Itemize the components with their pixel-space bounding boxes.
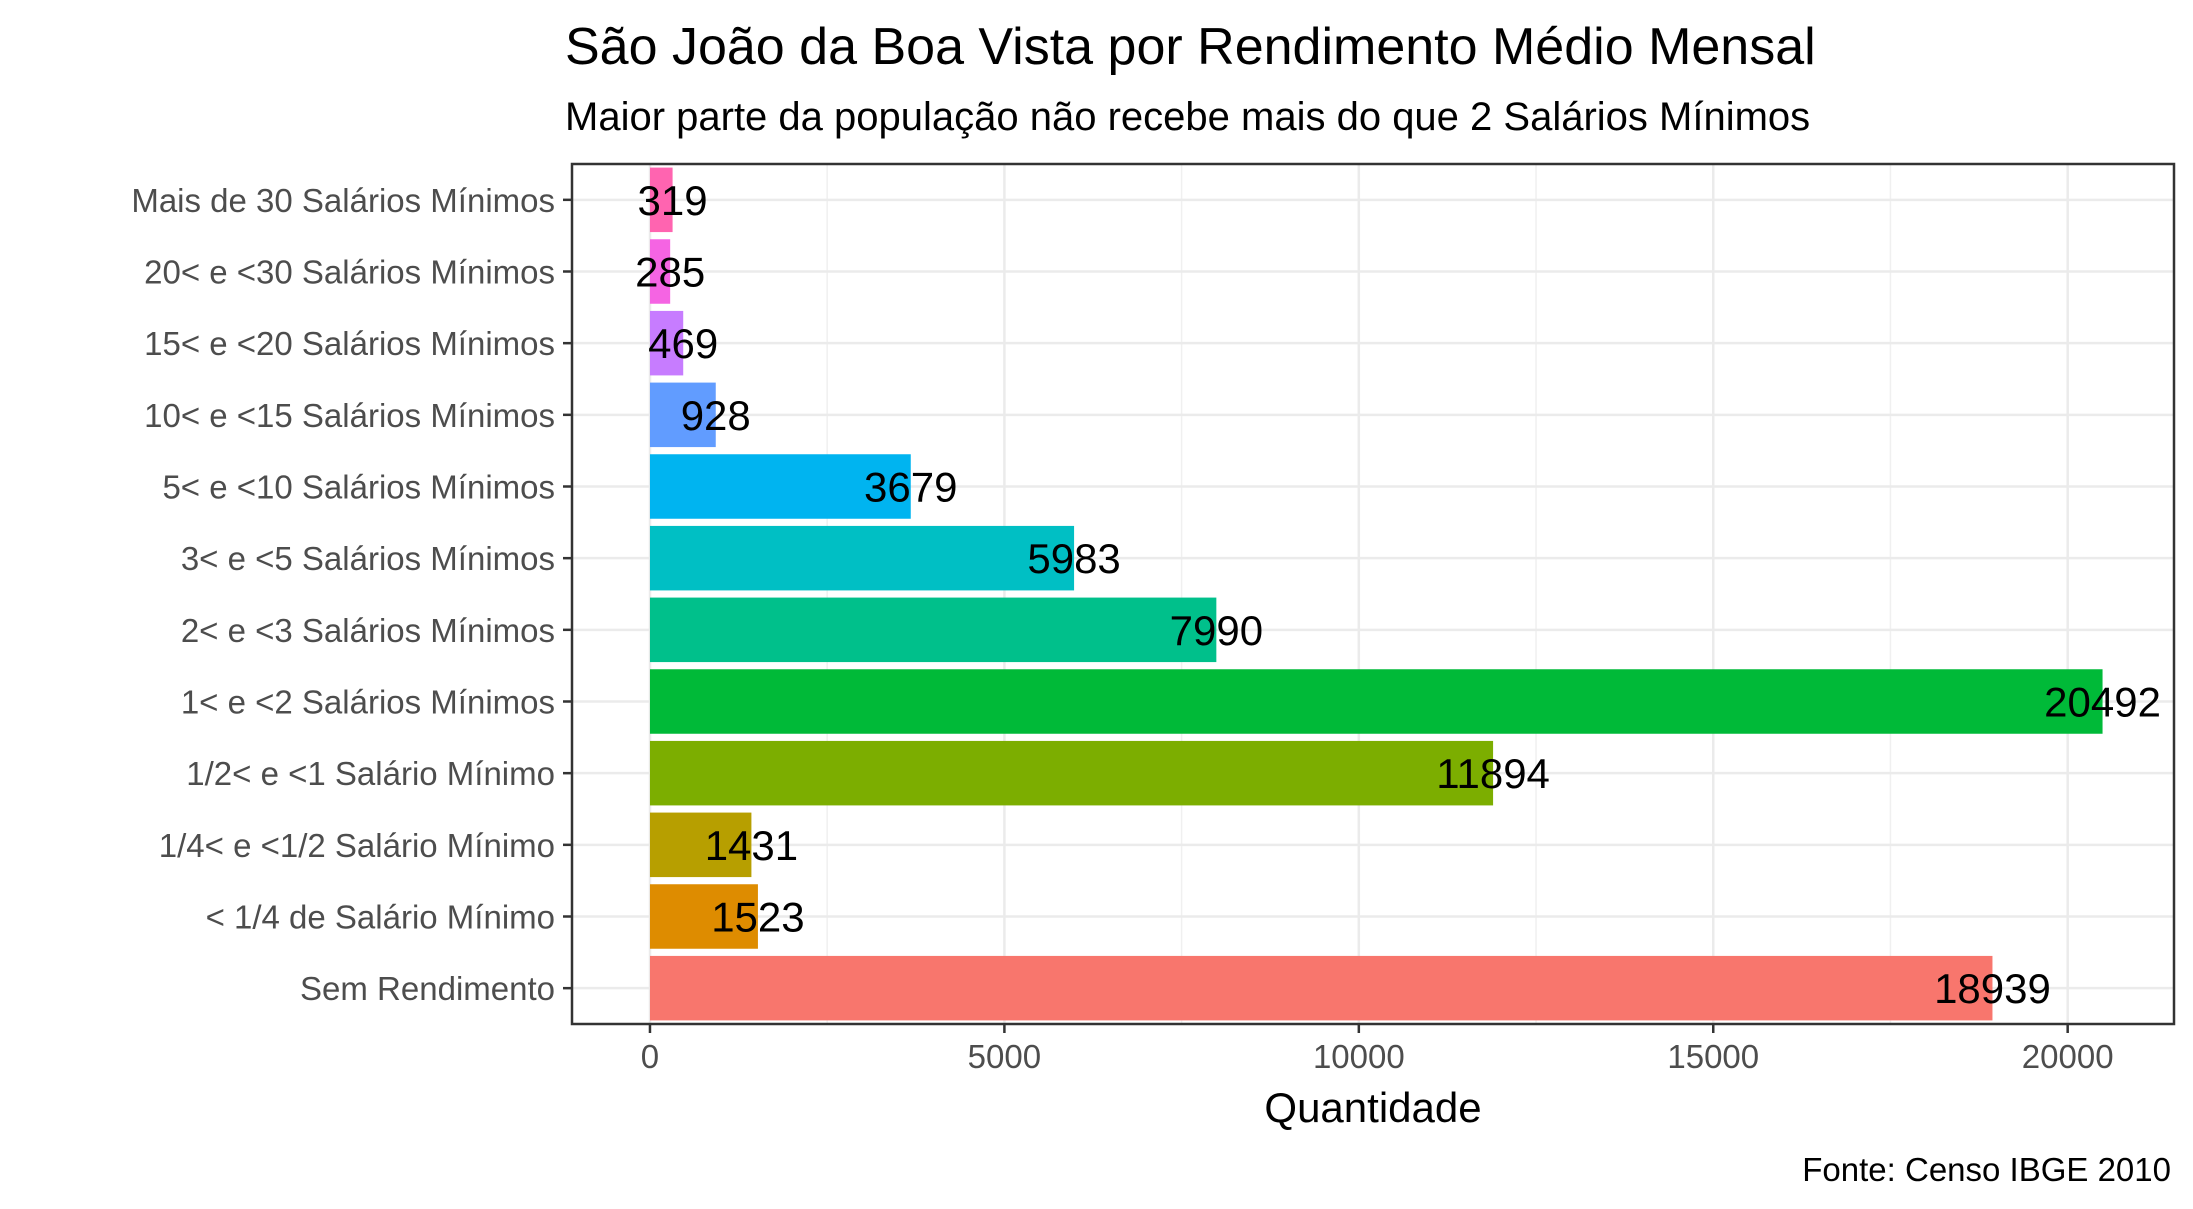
bar [649,525,1075,591]
y-tick-label: 2< e <3 Salários Mínimos [181,612,555,649]
chart-title: São João da Boa Vista por Rendimento Méd… [565,18,1816,76]
y-tick-label: 3< e <5 Salários Mínimos [181,540,555,577]
y-axis: Sem Rendimento < 1/4 de Salário Mínimo 1/4… [131,182,572,1007]
bar [649,382,716,448]
value-label: 5983 [1027,535,1120,582]
value-label: 285 [635,249,705,296]
y-tick-label: 5< e <10 Salários Mínimos [162,469,555,506]
value-label: 20492 [2044,679,2161,726]
value-label: 1523 [711,894,804,941]
y-tick-label: 10< e <15 Salários Mínimos [144,397,555,434]
y-tick-label: Mais de 30 Salários Mínimos [131,182,555,219]
y-tick-label: 1/2< e <1 Salário Mínimo [186,755,555,792]
y-tick-label: Sem Rendimento [300,970,555,1007]
value-label: 928 [681,392,751,439]
x-axis: 0 5000 10000 15000 20000 [641,1024,2114,1075]
panel-border [570,162,2176,1026]
bar [649,239,671,304]
value-label: 319 [638,177,708,224]
value-label: 18939 [1934,965,2051,1012]
value-label: 7990 [1170,607,1263,654]
y-tick-label: 20< e <30 Salários Mínimos [144,254,555,291]
bar [649,454,911,519]
x-tick-label: 5000 [968,1038,1041,1075]
bar [649,884,758,949]
value-label: 11894 [1436,750,1550,797]
caption: Fonte: Censo IBGE 2010 [1802,1151,2171,1188]
bar [649,310,684,376]
x-tick-label: 20000 [2022,1038,2114,1075]
y-tick-label: < 1/4 de Salário Mínimo [206,899,555,936]
bar [649,812,752,878]
value-label: 3679 [864,464,957,511]
bar [649,955,1993,1021]
y-tick-label: 15< e <20 Salários Mínimos [144,325,555,362]
x-tick-label: 15000 [1667,1038,1759,1075]
plot-panel: 18939 1523 1431 11894 20492 7990 5983 3679 928 46… [570,162,2176,1026]
panel-background [572,164,2174,1024]
value-label: 1431 [705,822,798,869]
bar [649,740,1494,806]
x-tick-label: 10000 [1313,1038,1405,1075]
y-tick-label: 1/4< e <1/2 Salário Mínimo [159,827,555,864]
x-tick-label: 0 [641,1038,659,1075]
bar [649,669,2103,734]
x-axis-title: Quantidade [1264,1084,1481,1131]
bar [649,597,1217,663]
y-tick-label: 1< e <2 Salários Mínimos [181,684,555,721]
chart-subtitle: Maior parte da população não recebe mais… [565,95,1810,139]
value-label: 469 [648,320,718,367]
bar [649,167,673,233]
